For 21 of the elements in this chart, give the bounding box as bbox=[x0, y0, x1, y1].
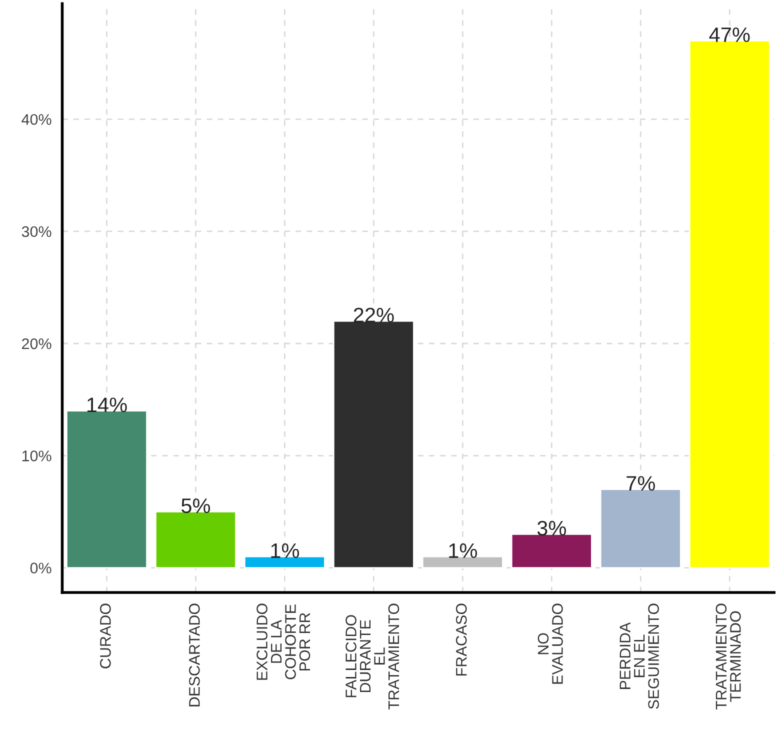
data-label: 5% bbox=[181, 498, 210, 514]
y-tick-label: 40% bbox=[22, 114, 52, 125]
y-tick-label: 10% bbox=[22, 450, 52, 462]
data-label: 7% bbox=[626, 476, 655, 491]
data-label: 14% bbox=[87, 398, 127, 412]
x-tick-label: CURADO bbox=[100, 604, 111, 668]
y-tick-label: 30% bbox=[22, 226, 52, 238]
data-label: 47% bbox=[709, 27, 750, 42]
x-tick-label: FALLECIDO DURANTE EL TRATAMIENTO bbox=[346, 604, 400, 710]
x-tick-label: PERDIDA EN EL SEGUIMIENTO bbox=[620, 604, 659, 709]
data-label: 1% bbox=[271, 543, 300, 558]
data-label: 22% bbox=[354, 308, 394, 322]
y-tick-label: 20% bbox=[22, 338, 52, 350]
x-tick-label: DESCARTADO bbox=[189, 604, 200, 706]
data-label: 3% bbox=[537, 520, 566, 536]
x-tick-label: EXCLUIDO DE LA COHORTE POR RR bbox=[256, 604, 310, 680]
x-tick-label: FRACASO bbox=[456, 604, 467, 676]
y-tick-label: 0% bbox=[30, 562, 52, 574]
x-tick-label: TRATAMIENTO TERMINADO bbox=[716, 604, 741, 710]
x-tick-label: NO EVALUADO bbox=[538, 604, 563, 684]
data-label: 1% bbox=[449, 543, 477, 558]
